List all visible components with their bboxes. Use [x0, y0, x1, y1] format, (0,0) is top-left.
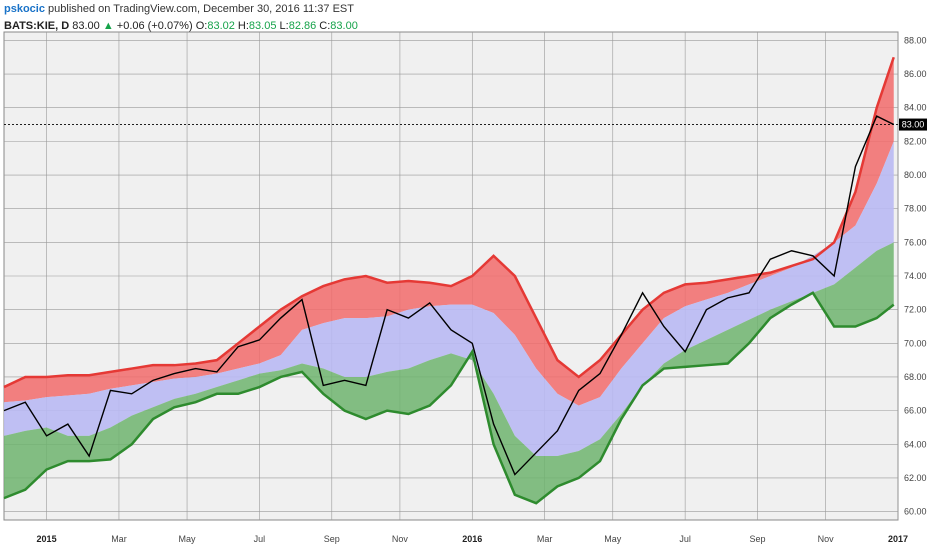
y-tick-label: 84.00 [904, 103, 927, 113]
lower-band-edge [3, 291, 895, 505]
chart-header: pskocic published on TradingView.com, De… [4, 2, 358, 33]
x-tick-label: Mar [537, 534, 553, 544]
last-price-tag [899, 118, 927, 131]
low-value: 82.86 [288, 20, 317, 32]
middle-band [4, 141, 894, 457]
x-tick-label: Mar [111, 534, 127, 544]
symbol-label[interactable]: BATS:KIE, D [4, 20, 70, 32]
change-value: +0.06 (+0.07%) [116, 20, 193, 32]
y-tick-label: 74.00 [904, 271, 927, 281]
x-tick-label: Jul [254, 534, 266, 544]
symbol-info: BATS:KIE, D 83.00 ▲ +0.06 (+0.07%) O:83.… [4, 19, 358, 33]
y-tick-label: 80.00 [904, 170, 927, 180]
x-tick-label: Sep [324, 534, 340, 544]
y-tick-label: 72.00 [904, 305, 927, 315]
upper-band-edge [3, 56, 895, 389]
up-arrow-icon: ▲ [102, 20, 114, 32]
x-tick-label: 2016 [462, 534, 482, 544]
y-tick-label: 70.00 [904, 338, 927, 348]
x-tick-label: Sep [750, 534, 766, 544]
y-tick-label: 76.00 [904, 237, 927, 247]
open-label: O: [195, 20, 208, 32]
x-tick-label: Nov [392, 534, 409, 544]
low-label: L: [279, 20, 289, 32]
high-value: 83.05 [248, 20, 277, 32]
x-tick-label: Nov [818, 534, 835, 544]
y-tick-label: 68.00 [904, 372, 927, 382]
high-label: H: [237, 20, 249, 32]
x-tick-label: 2017 [888, 534, 908, 544]
x-tick-label: 2015 [37, 534, 57, 544]
last-price-label: 83.00 [902, 120, 925, 130]
author-link[interactable]: pskocic [4, 3, 45, 15]
y-tick-label: 88.00 [904, 35, 927, 45]
y-axis: 60.00 62.00 64.00 66.00 68.00 70.00 72.00 74.00… [904, 35, 927, 516]
last-price-line: 83.00 [4, 118, 927, 131]
close-value: 83.00 [330, 20, 358, 32]
y-tick-label: 64.00 [904, 439, 927, 449]
x-tick-label: May [604, 534, 622, 544]
y-tick-label: 60.00 [904, 507, 927, 517]
y-tick-label: 78.00 [904, 204, 927, 214]
open-value: 83.02 [207, 20, 235, 32]
published-text: published on TradingView.com, December 3… [48, 3, 354, 15]
lower-band [4, 242, 894, 504]
publish-info: pskocic published on TradingView.com, De… [4, 2, 358, 16]
y-tick-label: 82.00 [904, 136, 927, 146]
y-tick-label: 86.00 [904, 69, 927, 79]
x-axis: 2015 Mar May Jul Sep Nov 2016 Mar May Jul Sep Nov 20… [37, 534, 908, 544]
y-tick-label: 62.00 [904, 473, 927, 483]
close-label: C: [319, 20, 331, 32]
last-value: 83.00 [72, 20, 100, 32]
x-tick-label: May [179, 534, 197, 544]
bands [3, 56, 895, 505]
y-tick-label: 66.00 [904, 406, 927, 416]
price-line [3, 115, 895, 476]
price-series [3, 115, 895, 476]
x-tick-label: Jul [679, 534, 691, 544]
